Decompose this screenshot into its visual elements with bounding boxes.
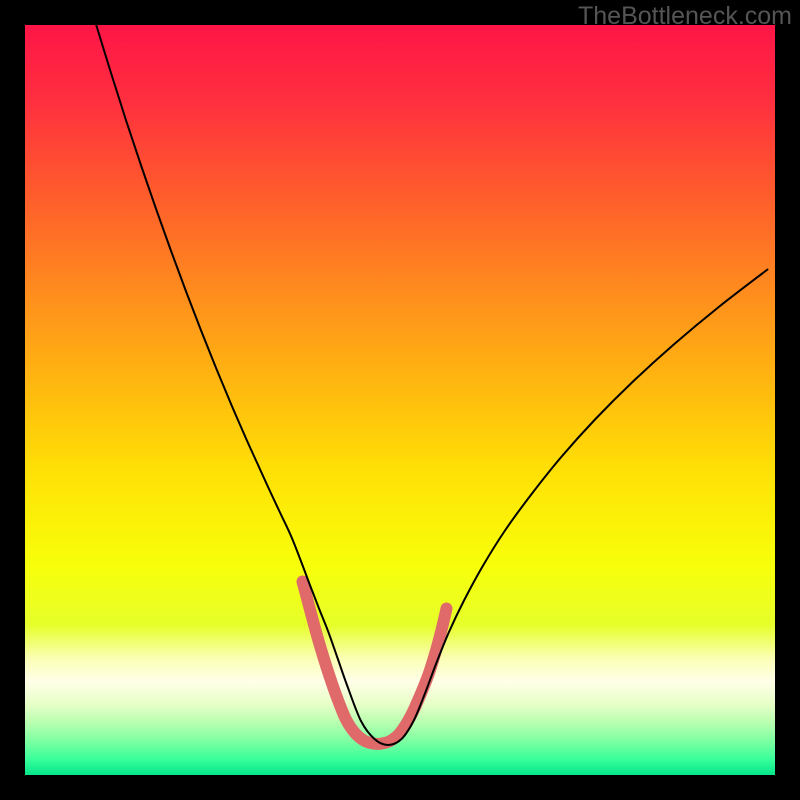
chart-svg-layer bbox=[25, 25, 775, 775]
bottom-accent-curve bbox=[303, 582, 447, 744]
watermark-text: TheBottleneck.com bbox=[578, 0, 800, 31]
bottleneck-curve bbox=[96, 25, 767, 745]
chart-plot-area bbox=[25, 25, 775, 775]
